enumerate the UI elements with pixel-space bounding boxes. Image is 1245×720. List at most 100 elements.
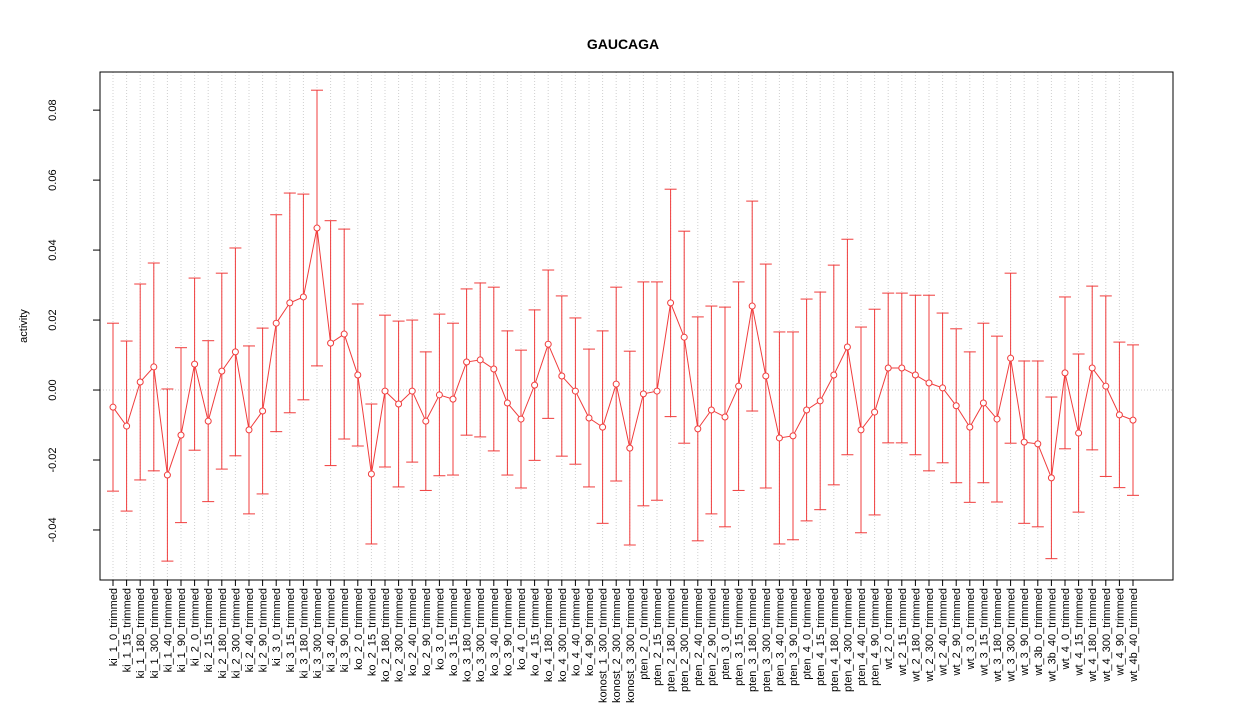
point — [218, 367, 226, 375]
point — [843, 343, 851, 351]
x-tick-label: ki_3_90_trimmed — [339, 588, 351, 672]
point — [381, 387, 389, 395]
x-tick-label: ki_3_180_trimmed — [298, 588, 310, 679]
chart-title: GAUCAGA — [587, 36, 659, 52]
point — [191, 360, 199, 368]
point — [857, 426, 865, 434]
x-tick-label: pten_2_300_trimmed — [679, 588, 691, 692]
x-tick-label: pten_2_15_trimmed — [652, 588, 664, 686]
x-tick-label: pten_4_0_trimmed — [802, 588, 814, 680]
point — [1061, 369, 1069, 377]
x-tick-label: ko_2_90_trimmed — [421, 588, 433, 676]
x-tick-label: wt_4_300_trimmed — [1101, 588, 1113, 683]
point — [1034, 440, 1042, 448]
x-tick-label: pten_4_15_trimmed — [815, 588, 827, 686]
point — [367, 470, 375, 478]
point — [585, 414, 593, 422]
x-tick-label: pten_2_0_trimmed — [638, 588, 650, 680]
point — [911, 371, 919, 379]
point — [680, 333, 688, 341]
x-tick-label: wt_3b_40_trimmed — [1046, 588, 1058, 683]
x-tick-label: wt_3_15_trimmed — [978, 588, 990, 676]
point — [177, 431, 185, 439]
x-tick-label: wt_4_90_trimmed — [1114, 588, 1126, 676]
point — [952, 402, 960, 410]
x-tick-label: ko_4_90_trimmed — [584, 588, 596, 676]
x-tick-label: ki_3_0_trimmed — [271, 588, 283, 666]
point — [408, 387, 416, 395]
point — [150, 363, 158, 371]
point — [966, 423, 974, 431]
point — [816, 397, 824, 405]
x-tick-label: wt_4_0_trimmed — [1060, 588, 1072, 670]
point — [979, 399, 987, 407]
x-tick-label: pten_3_180_trimmed — [747, 588, 759, 692]
point — [735, 382, 743, 390]
x-tick-label: ki_1_300_trimmed — [149, 588, 161, 679]
x-tick-label: wt_2_15_trimmed — [897, 588, 909, 676]
x-tick-label: ki_2_90_trimmed — [258, 588, 270, 672]
point — [1088, 364, 1096, 372]
point — [449, 395, 457, 403]
y-tick-label: 0.08 — [47, 99, 59, 120]
point — [653, 387, 661, 395]
x-tick-label: wt_2_0_trimmed — [883, 588, 895, 670]
x-tick-label: pten_4_40_trimmed — [856, 588, 868, 686]
x-tick-label: pten_2_90_trimmed — [706, 588, 718, 686]
point — [1129, 416, 1137, 424]
point — [925, 379, 933, 387]
point — [517, 415, 525, 423]
point — [721, 413, 729, 421]
x-tick-label: wt_3b_0_trimmed — [1033, 588, 1045, 676]
y-tick-label: 0.02 — [47, 309, 59, 330]
x-tick-label: pten_4_180_trimmed — [829, 588, 841, 692]
point — [571, 387, 579, 395]
point — [163, 471, 171, 479]
x-tick-label: ko_3_90_trimmed — [502, 588, 514, 676]
point — [1020, 438, 1028, 446]
point — [1102, 382, 1110, 390]
x-tick-label: ko_3_0_trimmed — [434, 588, 446, 670]
x-tick-label: ki_2_40_trimmed — [244, 588, 256, 672]
x-tick-label: pten_4_90_trimmed — [870, 588, 882, 686]
x-tick-label: konost_3_300_trimmed — [625, 588, 637, 703]
point — [395, 400, 403, 408]
x-tick-label: pten_3_90_trimmed — [788, 588, 800, 686]
point — [612, 380, 620, 388]
y-tick-label: -0.04 — [47, 517, 59, 542]
x-tick-label: wt_3_0_trimmed — [965, 588, 977, 670]
x-tick-label: ko_4_300_trimmed — [557, 588, 569, 682]
x-tick-label: ki_1_180_trimmed — [135, 588, 147, 679]
point — [476, 356, 484, 364]
x-tick-label: ki_1_90_trimmed — [176, 588, 188, 672]
point — [231, 348, 239, 356]
point — [558, 372, 566, 380]
x-tick-label: wt_4b_40_trimmed — [1128, 588, 1140, 683]
x-tick-label: ki_3_40_trimmed — [326, 588, 338, 672]
x-tick-label: wt_2_180_trimmed — [910, 588, 922, 683]
point — [748, 302, 756, 310]
point — [803, 406, 811, 414]
point — [503, 399, 511, 407]
x-tick-label: ko_4_40_trimmed — [570, 588, 582, 676]
point — [762, 372, 770, 380]
x-tick-label: ko_3_300_trimmed — [475, 588, 487, 682]
x-tick-label: pten_2_180_trimmed — [666, 588, 678, 692]
x-tick-label: pten_3_15_trimmed — [734, 588, 746, 686]
x-tick-label: ki_1_40_trimmed — [162, 588, 174, 672]
x-tick-label: wt_3_300_trimmed — [1006, 588, 1018, 683]
point — [435, 391, 443, 399]
point — [123, 422, 131, 430]
x-tick-label: ki_2_0_trimmed — [190, 588, 202, 666]
point — [939, 384, 947, 392]
x-tick-label: ko_3_40_trimmed — [489, 588, 501, 676]
point — [245, 426, 253, 434]
point — [272, 319, 280, 327]
x-tick-label: wt_4_180_trimmed — [1087, 588, 1099, 683]
x-tick-label: ko_4_180_trimmed — [543, 588, 555, 682]
x-tick-label: ko_4_15_trimmed — [530, 588, 542, 676]
y-axis-label: activity — [18, 309, 30, 343]
point — [789, 432, 797, 440]
